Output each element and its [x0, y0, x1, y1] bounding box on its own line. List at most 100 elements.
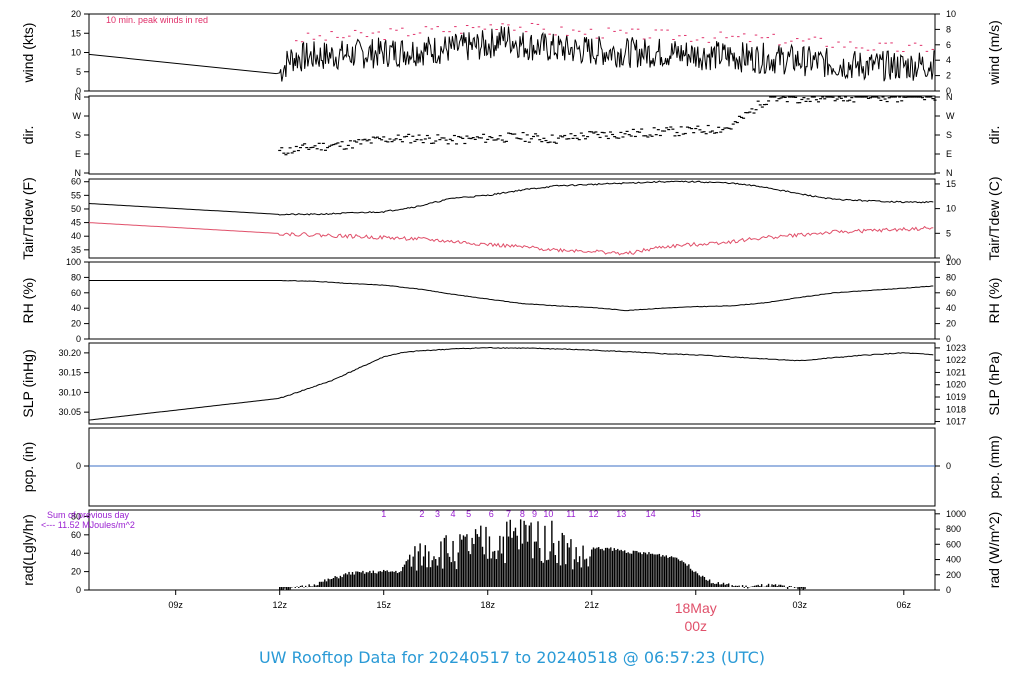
- sea-level-pressure-ylabel-right: SLP (hPa): [986, 351, 1002, 415]
- wind-speed-line: [88, 26, 935, 82]
- temperature-tick-label-left: 45: [71, 218, 81, 228]
- radiation-sum-note: Sum of previous day: [47, 510, 130, 520]
- hour-marker: 5: [466, 509, 471, 519]
- wind-tick-label-left: 5: [76, 67, 81, 77]
- wind-tick-label-right: 6: [946, 40, 951, 50]
- temperature-tick-label-right: 15: [946, 179, 956, 189]
- wind-direction-ylabel-left: dir.: [20, 126, 36, 145]
- dewpoint-line: [88, 222, 934, 256]
- sea-level-pressure-tick-label-right: 1018: [946, 404, 966, 414]
- relative-humidity-frame: [88, 261, 936, 340]
- x-tick-label: 21z: [584, 600, 599, 610]
- sea-level-pressure-tick-label-left: 30.15: [58, 368, 81, 378]
- relative-humidity-tick-label-left: 20: [71, 319, 81, 329]
- temperature-panel: Tair/Tdew (F) Tair/Tdew (C) 35 40 45 50 55 60 0 5…: [20, 176, 1002, 263]
- sea-level-pressure-tick-label-right: 1019: [946, 392, 966, 402]
- radiation-tick-label-right: 200: [946, 570, 961, 580]
- relative-humidity-tick-label-right: 0: [946, 334, 951, 344]
- sea-level-pressure-tick-label-right: 1017: [946, 417, 966, 427]
- radiation-ylabel-left: rad(Lgly/hr): [20, 514, 36, 586]
- radiation-tick-label-right: 400: [946, 555, 961, 565]
- radiation-tick-label-right: 1000: [946, 509, 966, 519]
- wind-direction-tick-label-right: S: [946, 130, 952, 140]
- wind-panel: wind (kts) wind (m/s) 0 5 10 15 20 0 2 4 6 8 10: [20, 9, 1002, 96]
- date-hour-label: 00z: [684, 618, 707, 634]
- sea-level-pressure-panel: SLP (inHg) SLP (hPa) 30.05 30.10 30.15 30.20 1…: [20, 342, 1002, 427]
- wind-tick-label-right: 0: [946, 86, 951, 96]
- chart-annotations: 10 min. peak winds in red Sum of previous…: [41, 15, 701, 530]
- relative-humidity-tick-label-left: 80: [71, 272, 81, 282]
- precipitation-ylabel-left: pcp. (in): [20, 442, 36, 493]
- temperature-tick-label-right: 5: [946, 228, 951, 238]
- wind-direction-tick-label-right: W: [946, 111, 955, 121]
- hour-marker: 13: [616, 509, 626, 519]
- relative-humidity-ylabel-right: RH (%): [986, 278, 1002, 324]
- radiation-tick-label-left: 40: [71, 548, 81, 558]
- relative-humidity-panel: RH (%) RH (%) 0 20 40 60 80 100 0 20 40 60 80 100: [20, 257, 1002, 344]
- sea-level-pressure-tick-label-right: 1021: [946, 367, 966, 377]
- relative-humidity-ylabel-left: RH (%): [20, 278, 36, 324]
- chart-title: UW Rooftop Data for 20240517 to 20240518…: [258, 648, 766, 667]
- relative-humidity-tick-label-left: 100: [66, 257, 81, 267]
- x-tick-label: 18z: [480, 600, 495, 610]
- wind-direction-tick-label-left: N: [75, 168, 82, 178]
- wind-direction-tick-label-right: N: [946, 92, 953, 102]
- x-tick-label: 03z: [793, 600, 808, 610]
- hour-marker: 1: [381, 509, 386, 519]
- peak-wind-note: 10 min. peak winds in red: [106, 15, 208, 25]
- sea-level-pressure-frame: [88, 342, 936, 425]
- temperature-ylabel-right: Tair/Tdew (C): [986, 176, 1002, 260]
- wind-tick-label-right: 10: [946, 9, 956, 19]
- temperature-frame: [88, 178, 936, 259]
- precipitation-panel: pcp. (in) pcp. (mm) 0 0: [20, 427, 1002, 507]
- wind-tick-label-right: 2: [946, 71, 951, 81]
- radiation-tick-label-left: 0: [76, 585, 81, 595]
- x-tick-label: 12z: [272, 600, 287, 610]
- relative-humidity-tick-label-right: 40: [946, 303, 956, 313]
- wind-direction-tick-label-right: E: [946, 149, 952, 159]
- wind-direction-tick-label-right: N: [946, 168, 953, 178]
- radiation-panel: rad(Lgly/hr) rad (W/m^2)02040608002004006…: [20, 509, 1002, 595]
- wind-direction-ylabel-right: dir.: [986, 126, 1002, 145]
- wind-direction-frame: [88, 95, 936, 175]
- relative-humidity-tick-label-left: 0: [76, 334, 81, 344]
- hour-marker: 7: [506, 509, 511, 519]
- precipitation-tick-label-left: 0: [76, 461, 81, 471]
- precipitation-tick-label-right: 0: [946, 461, 951, 471]
- radiation-tick-label-right: 0: [946, 585, 951, 595]
- sea-level-pressure-tick-label-right: 1022: [946, 355, 966, 365]
- sea-level-pressure-tick-label-left: 30.05: [58, 407, 81, 417]
- sea-level-pressure-line: [88, 347, 934, 421]
- wind-tick-label-left: 15: [71, 28, 81, 38]
- wind-direction-tick-label-left: N: [75, 92, 82, 102]
- time-axis: 09z 12z 15z 18z 21z 18May 00z 03z 06z: [168, 590, 912, 634]
- relative-humidity-tick-label-left: 60: [71, 288, 81, 298]
- radiation-sum-value: <--- 11.52 MJoules/m^2: [41, 520, 135, 530]
- temperature-tick-label-left: 55: [71, 190, 81, 200]
- radiation-tick-label-left: 60: [71, 530, 81, 540]
- sea-level-pressure-tick-label-right: 1023: [946, 343, 966, 353]
- relative-humidity-tick-label-right: 20: [946, 319, 956, 329]
- hour-marker: 12: [588, 509, 598, 519]
- hour-marker: 4: [451, 509, 456, 519]
- hour-marker: 3: [435, 509, 440, 519]
- wind-tick-label-right: 8: [946, 24, 951, 34]
- hour-marker: 2: [419, 509, 424, 519]
- radiation-ylabel-right: rad (W/m^2): [986, 512, 1002, 589]
- wind-tick-label-left: 0: [76, 86, 81, 96]
- hour-marker: 14: [646, 509, 656, 519]
- relative-humidity-tick-label-right: 100: [946, 257, 961, 267]
- hour-marker: 6: [489, 509, 494, 519]
- hour-marker: 10: [543, 509, 553, 519]
- temperature-tick-label-left: 40: [71, 231, 81, 241]
- relative-humidity-tick-label-left: 40: [71, 303, 81, 313]
- radiation-tick-label-left: 80: [71, 511, 81, 521]
- hour-marker: 8: [520, 509, 525, 519]
- sea-level-pressure-tick-label-left: 30.10: [58, 387, 81, 397]
- relative-humidity-line: [89, 280, 934, 312]
- temperature-tick-label-left: 50: [71, 204, 81, 214]
- x-tick-label: 06z: [897, 600, 912, 610]
- sea-level-pressure-tick-label-right: 1020: [946, 380, 966, 390]
- wind-tick-label-left: 10: [71, 48, 81, 58]
- wind-direction-tick-label-left: E: [75, 149, 81, 159]
